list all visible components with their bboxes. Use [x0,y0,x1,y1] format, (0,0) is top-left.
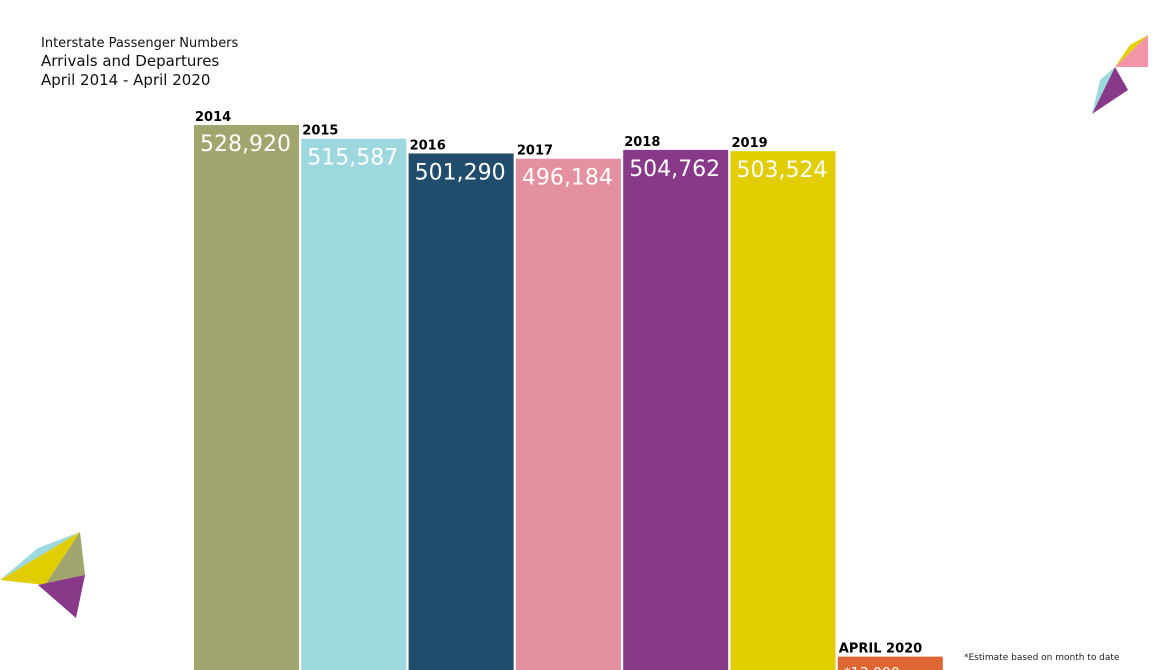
bar [515,158,621,670]
category-label: APRIL 2020 [839,642,922,657]
category-label: 2017 [517,144,553,159]
bar [730,151,836,670]
chart-subtitle: Arrivals and Departures [41,52,219,70]
logo-top [1092,35,1148,114]
chart-period: April 2014 - April 2020 [41,71,210,89]
bar [301,138,407,670]
bar [194,125,299,670]
chart-title: Interstate Passenger Numbers [41,36,239,51]
logo-bottom [0,532,85,618]
category-label: 2016 [410,138,446,153]
bar [837,656,943,670]
bar [623,149,729,670]
category-label: 2014 [195,110,231,125]
value-label: 496,184 [522,166,613,191]
value-label: *13,000 [844,666,900,670]
value-label: 515,587 [307,146,398,171]
category-label: 2018 [624,135,660,150]
category-label: 2015 [302,124,338,139]
value-label: 501,290 [415,160,506,185]
footnote: *Estimate based on month to date [964,653,1120,663]
value-label: 528,920 [200,132,291,157]
value-label: 503,524 [737,158,828,183]
value-label: 504,762 [629,157,720,182]
category-label: 2019 [732,136,768,151]
bar [408,153,514,670]
